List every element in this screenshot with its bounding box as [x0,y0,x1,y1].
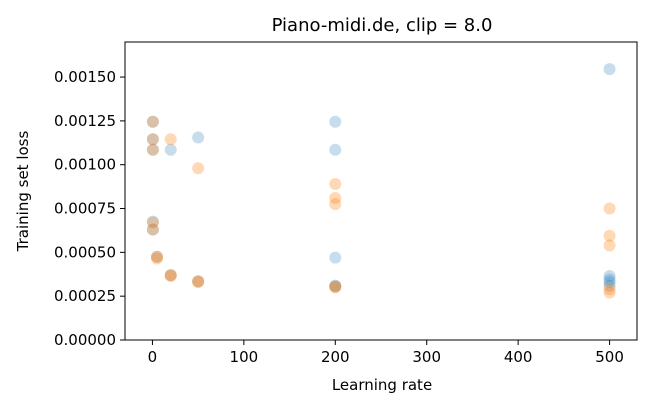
data-point [146,143,159,156]
y-axis: 0.00000 0.00025 0.00050 0.00075 0.00100 0.001… [54,68,125,349]
data-point [151,250,163,263]
data-point [164,270,177,283]
data-point [146,115,159,128]
data-point [164,269,177,282]
x-tick-label: 300 [412,348,441,366]
data-point [329,281,342,294]
data-point [151,250,163,263]
data-point [603,286,616,299]
y-tick-label: 0.00000 [54,331,116,349]
data-point [603,229,616,242]
x-axis: 0 100 200 300 400 500 [148,340,624,366]
y-tick-label: 0.00050 [54,243,116,261]
x-tick-label: 100 [230,348,259,366]
data-point [146,216,159,229]
data-point [146,143,159,156]
data-point [603,270,616,283]
y-tick-label: 0.00025 [54,287,116,305]
data-point [192,276,205,289]
data-point [164,269,177,282]
data-point [192,275,205,288]
data-point [164,133,177,146]
x-tick-label: 400 [504,348,533,366]
data-point [151,252,163,265]
data-point [146,115,159,128]
data-point [603,279,616,292]
data-point [329,143,342,156]
x-tick-label: 0 [148,348,158,366]
data-point [329,251,342,264]
data-point [329,177,342,190]
data-point [329,198,342,211]
data-point [603,276,616,289]
y-tick-label: 0.00125 [54,112,116,130]
data-point [603,273,616,286]
data-point [603,63,616,76]
data-point [192,131,205,144]
data-point [329,192,342,205]
data-point [164,143,177,156]
data-point [329,279,342,292]
data-point [603,239,616,252]
data-point [146,133,159,146]
data-point [603,283,616,296]
x-tick-label: 500 [595,348,624,366]
data-point [329,280,342,293]
data-point [146,215,159,228]
data-point [146,223,159,236]
y-tick-label: 0.00100 [54,156,116,174]
y-axis-label: Training set loss [14,131,32,253]
x-tick-label: 200 [321,348,350,366]
data-point [329,115,342,128]
data-point [603,202,616,215]
y-tick-label: 0.00150 [54,68,116,86]
x-axis-label: Learning rate [332,376,432,394]
data-point [192,162,205,175]
y-tick-label: 0.00075 [54,200,116,218]
plot-frame [124,41,638,341]
data-point [192,275,205,288]
data-point [146,223,159,236]
data-points [146,63,616,299]
data-point [329,280,342,293]
data-point [146,133,159,146]
chart-title: Piano-midi.de, clip = 8.0 [272,15,493,36]
